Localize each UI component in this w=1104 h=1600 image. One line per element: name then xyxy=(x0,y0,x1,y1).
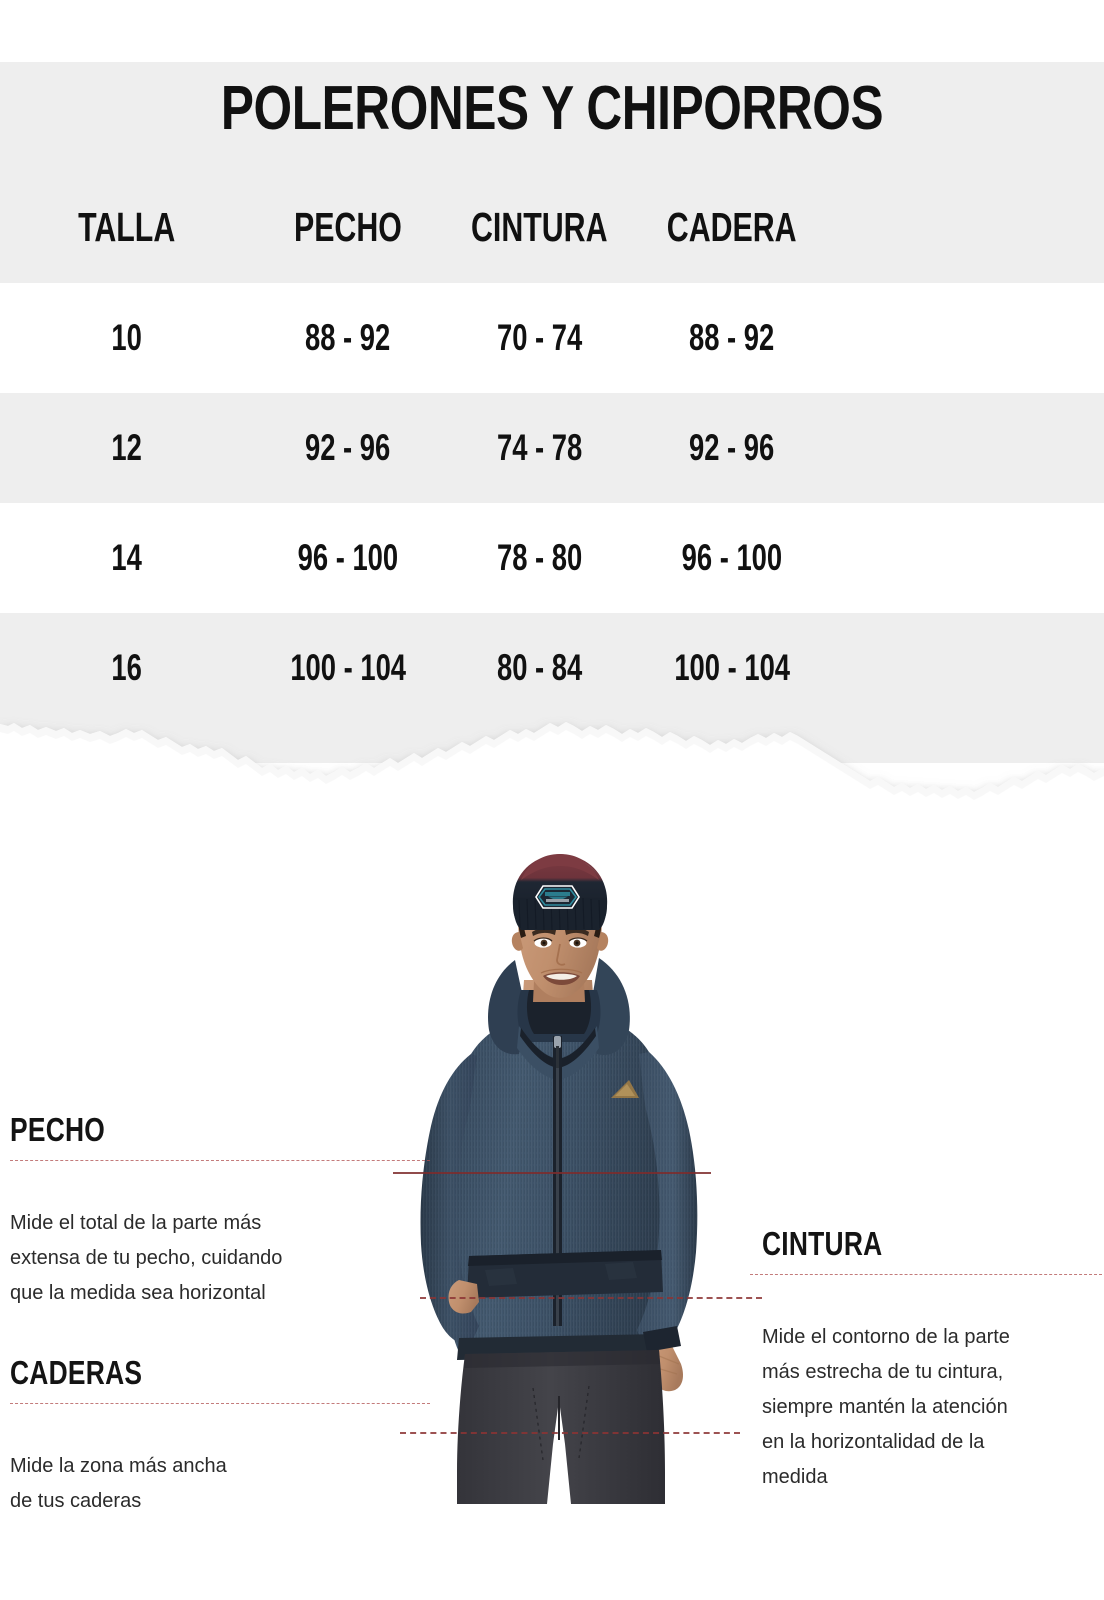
cell-pecho: 96 - 100 xyxy=(297,537,399,578)
cell-talla: 14 xyxy=(111,537,142,578)
band-top-white xyxy=(0,0,1104,62)
table-row: 16 100 - 104 80 - 84 100 - 104 xyxy=(0,613,1104,723)
cell-cintura: 78 - 80 xyxy=(496,537,583,578)
cell-pecho: 88 - 92 xyxy=(305,317,391,358)
page-title: POLERONES Y CHIPORROS xyxy=(220,74,884,143)
column-header-cadera: CADERA xyxy=(667,204,797,250)
band-row-1 xyxy=(0,283,1104,393)
band-header-gray xyxy=(0,62,1104,283)
caderas-measure-line xyxy=(400,1432,740,1434)
cell-cadera: 92 - 96 xyxy=(689,427,775,468)
column-header-pecho: PECHO xyxy=(294,204,402,250)
callout-caderas-heading: CADERAS xyxy=(10,1354,143,1391)
table-row: 14 96 - 100 78 - 80 96 - 100 xyxy=(0,503,1104,613)
table-row: 12 92 - 96 74 - 78 92 - 96 xyxy=(0,393,1104,503)
callout-caderas: CADERAS Mide la zona más ancha de tus ca… xyxy=(10,1355,430,1519)
callout-cintura-divider xyxy=(750,1274,1102,1275)
callout-pecho-divider xyxy=(10,1160,430,1161)
column-header-talla: TALLA xyxy=(77,204,176,250)
cell-pecho: 92 - 96 xyxy=(305,427,391,468)
callout-pecho-heading: PECHO xyxy=(10,1111,106,1148)
cell-cadera: 96 - 100 xyxy=(681,537,783,578)
cell-talla: 16 xyxy=(111,647,142,688)
callout-pecho: PECHO Mide el total de la parte más exte… xyxy=(10,1112,430,1311)
pecho-measure-line xyxy=(393,1172,711,1174)
cell-talla: 10 xyxy=(111,317,142,358)
cell-cintura: 74 - 78 xyxy=(496,427,583,468)
model-photo xyxy=(393,840,723,1550)
band-row-2 xyxy=(0,393,1104,503)
cintura-measure-line xyxy=(420,1297,762,1299)
band-below-table xyxy=(0,723,1104,763)
callout-cintura: CINTURA Mide el contorno de la parte más… xyxy=(750,1225,1102,1495)
column-header-cintura: CINTURA xyxy=(471,204,608,250)
cell-cadera: 88 - 92 xyxy=(689,317,775,358)
table-row: 10 88 - 92 70 - 74 88 - 92 xyxy=(0,283,1104,393)
callout-pecho-body: Mide el total de la parte más extensa de… xyxy=(10,1212,283,1304)
cell-talla: 12 xyxy=(111,427,142,468)
band-row-3 xyxy=(0,503,1104,613)
cell-cadera: 100 - 104 xyxy=(674,647,790,688)
callout-cintura-heading: CINTURA xyxy=(762,1225,883,1262)
cell-pecho: 100 - 104 xyxy=(290,647,406,688)
callout-caderas-body: Mide la zona más ancha de tus caderas xyxy=(10,1455,227,1512)
callout-cintura-body: Mide el contorno de la parte más estrech… xyxy=(762,1326,1010,1488)
callout-caderas-divider xyxy=(10,1403,430,1404)
cell-cintura: 80 - 84 xyxy=(496,647,583,688)
cell-cintura: 70 - 74 xyxy=(496,317,583,358)
table-header-row: TALLA PECHO CINTURA CADERA xyxy=(0,196,1104,258)
